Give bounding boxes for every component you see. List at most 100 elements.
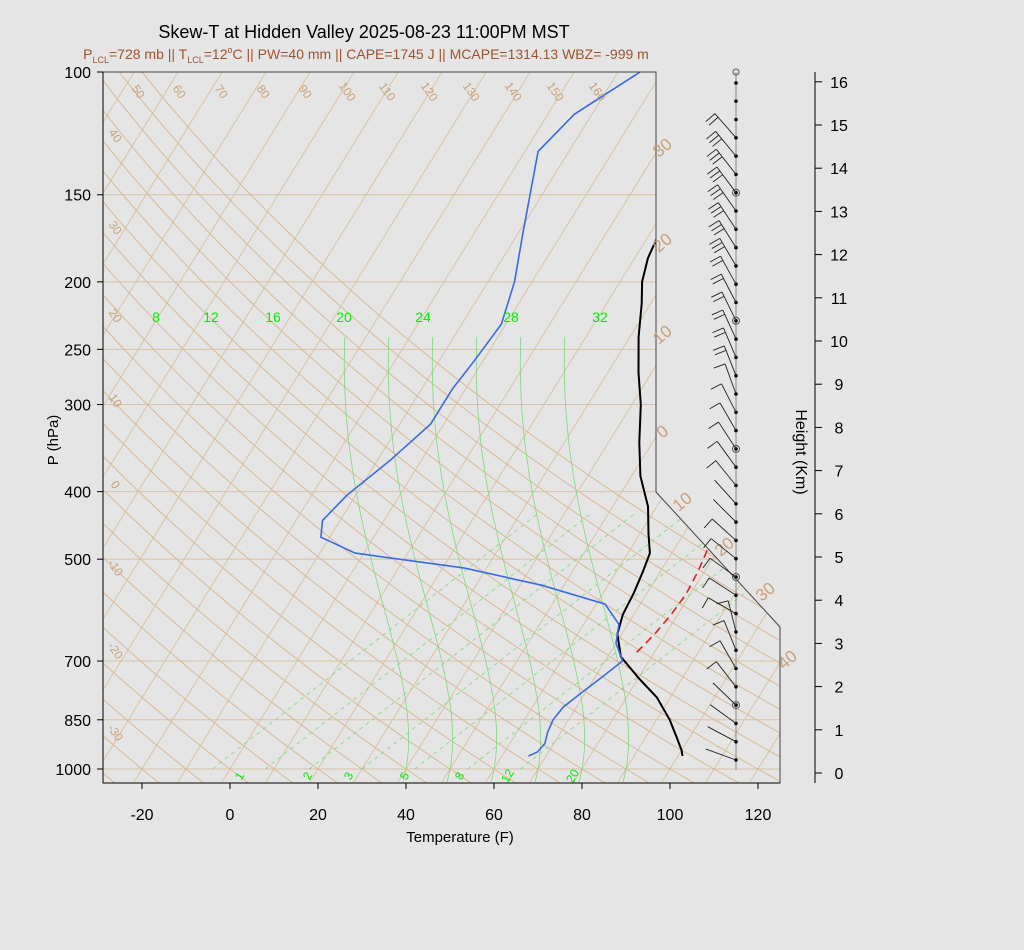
wind-barb [719,640,737,669]
dry-adiabat-line [103,72,428,783]
y-axis-label: P (hPa) [45,415,62,466]
dry-adiabat-line [103,72,780,783]
subtitle-p-lcl-val: =728 mb || [109,46,179,62]
wind-barb [718,421,737,450]
wind-level-dot [734,337,738,341]
wind-barb [705,748,737,761]
isotherm-line [103,72,487,783]
y-tick-label: 1000 [55,762,91,779]
wind-barb-feather [705,113,716,122]
moist-adiabat-line [475,336,541,783]
wind-barb-feather [709,255,721,263]
mixing-ratio-label: 24 [415,309,431,325]
wind-level-dot [734,117,738,122]
wind-barb-feather [709,402,721,410]
wind-barb-feather [713,228,725,236]
x-tick-label: 0 [226,807,235,824]
wind-barb [724,363,737,395]
wind-barb-feather [713,295,725,303]
wind-barb [718,220,737,248]
height-axis-label: Height (Km) [792,409,809,494]
dry-adiabat-line [103,72,295,783]
height-tick-label: 13 [830,204,848,221]
wind-barb [716,166,737,193]
wind-level-circle [732,188,740,197]
dry-adiabat-line [103,72,780,783]
moist-adiabat-line [387,336,454,783]
wind-barb-feather [712,174,723,183]
height-tick-label: 2 [835,680,844,697]
wind-barb-feather [710,273,722,281]
dry-adiabat-line [103,72,652,783]
isotherm-line [132,72,575,783]
mixing-ratio-line [361,513,688,770]
wind-level-circle [732,444,740,453]
subtitle-t-lcl-val: =12 [204,46,228,62]
dry-adiabat-line [103,72,780,783]
dry-adiabat-line [103,72,562,783]
isotherm-line [572,72,780,783]
wind-barb [719,402,737,431]
height-tick-label: 15 [830,118,848,135]
wind-barb [715,460,737,486]
mixing-ratio-line [212,513,539,770]
chart-subtitle: PLCL=728 mb || TLCL=12oC || PW=40 mm || … [83,45,649,65]
wind-barb-feather [712,138,723,147]
wind-barb [716,441,737,468]
wind-barb-feather [708,421,719,429]
wind-level-circle [732,316,740,325]
wind-barb-feather [708,202,719,210]
wind-barb-feather [710,206,722,214]
dry-adiabat-line [103,72,250,783]
wind-level-circle [732,573,740,581]
height-tick-label: 0 [835,766,844,783]
height-tick-label: 14 [830,161,848,178]
dry-adiabat-line [103,72,696,783]
y-tick-label: 250 [64,342,91,359]
height-tick-label: 7 [835,464,844,481]
mixing-ratio-label: 16 [265,309,281,325]
subtitle-rest: C || PW=40 mm || CAPE=1745 J || MCAPE=13… [233,46,649,62]
height-tick-label: 8 [835,420,844,437]
dry-adiabat-line [103,72,205,783]
moist-adiabat-line [563,336,629,783]
isotherm-line [103,72,399,783]
wind-barb-feather [706,131,716,140]
wind-barb-feather [714,349,727,356]
x-tick-label: 100 [657,807,684,824]
dewpoint-line [320,72,641,757]
wind-barb-feather [712,277,724,285]
isotherm-line [103,72,531,783]
x-axis-label: Temperature (F) [406,829,514,846]
wind-barb [722,309,737,340]
dry-adiabat-line [103,72,780,783]
wind-barb [708,577,737,596]
dry-adiabat-line [103,72,518,783]
dry-adiabat-line [103,72,741,783]
mixing-ratio-label: 12 [498,766,517,785]
wind-barb [707,726,737,743]
height-tick-label: 1 [835,723,844,740]
wind-barb [709,704,737,724]
wind-level-dot [734,99,738,103]
dry-adiabat-line [103,72,780,783]
wind-barb [723,345,737,376]
height-tick-label: 12 [830,248,848,265]
wind-barb-feather [707,184,718,193]
mixing-ratio-label: 20 [336,309,352,325]
wind-barb [715,148,737,175]
wind-barb-feather [707,166,718,175]
wind-level-dot [734,428,738,433]
wind-barb [723,327,737,358]
mixing-ratio-label: 8 [152,309,160,325]
dry-adiabat-line [103,72,780,783]
height-tick-label: 10 [830,334,848,351]
subtitle-p-lcl-sub: LCL [92,55,109,65]
wind-barb-feather [712,345,725,351]
subtitle-degree: o [228,45,233,55]
x-tick-label: 40 [397,807,415,824]
wind-barb-feather [708,116,719,126]
wind-barb [714,113,737,139]
moist-adiabat-line [519,336,585,783]
